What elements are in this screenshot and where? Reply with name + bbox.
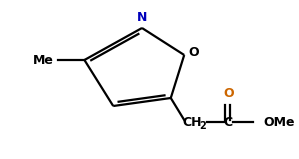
Text: CH: CH [182,115,202,128]
Text: OMe: OMe [263,115,295,128]
Text: 2: 2 [199,121,206,131]
Text: N: N [137,11,147,24]
Text: O: O [188,46,199,59]
Text: C: C [224,115,233,128]
Text: O: O [223,87,234,100]
Text: Me: Me [33,53,54,66]
